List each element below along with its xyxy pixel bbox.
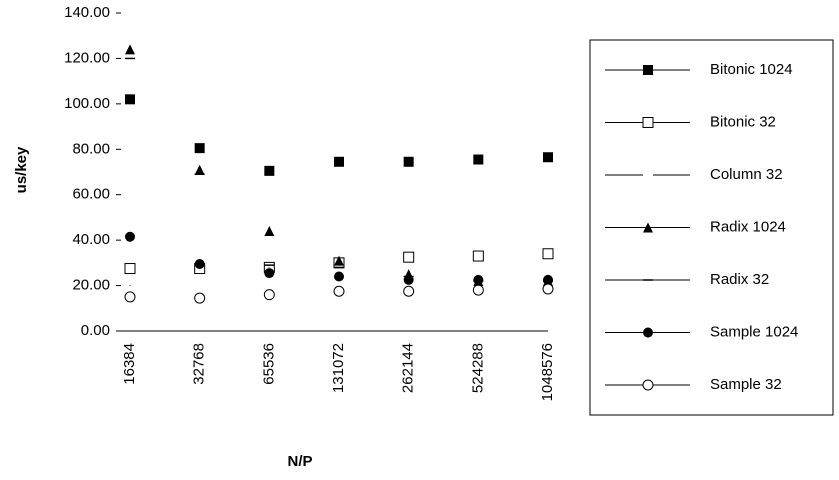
point bbox=[472, 250, 484, 262]
point bbox=[542, 248, 554, 260]
legend-label: Bitonic 32 bbox=[710, 113, 776, 130]
x-tick-label: 262144 bbox=[400, 343, 417, 393]
point bbox=[403, 274, 414, 285]
point bbox=[194, 258, 205, 269]
legend-label: Sample 1024 bbox=[710, 323, 798, 340]
point bbox=[472, 284, 484, 296]
point bbox=[403, 251, 415, 263]
x-tick-label: 16384 bbox=[121, 343, 138, 385]
point bbox=[125, 44, 135, 55]
x-tick-label: 131072 bbox=[330, 343, 347, 393]
x-tick-label: 524288 bbox=[469, 343, 486, 393]
point bbox=[334, 271, 344, 282]
legend-marker bbox=[643, 327, 653, 338]
point bbox=[543, 152, 553, 163]
point bbox=[403, 285, 415, 297]
x-tick-label: 32768 bbox=[191, 343, 208, 385]
legend-marker bbox=[643, 65, 653, 75]
legend-box bbox=[589, 39, 834, 416]
legend-marker bbox=[643, 222, 653, 233]
y-tick-label: 60.00 bbox=[72, 186, 110, 203]
legend-label: Radix 1024 bbox=[710, 218, 786, 235]
y-tick-label: 80.00 bbox=[72, 140, 110, 157]
point bbox=[125, 94, 135, 105]
y-tick-label: 0.00 bbox=[81, 322, 110, 339]
point bbox=[124, 263, 136, 275]
point bbox=[543, 274, 553, 285]
point bbox=[334, 255, 344, 266]
point bbox=[542, 283, 554, 295]
legend-label: Bitonic 1024 bbox=[710, 61, 793, 78]
point bbox=[263, 289, 275, 301]
point bbox=[333, 285, 345, 297]
point bbox=[403, 156, 414, 167]
x-axis-label: N/P bbox=[287, 453, 312, 470]
y-tick-label: 100.00 bbox=[64, 95, 110, 112]
point bbox=[194, 143, 205, 154]
point bbox=[124, 291, 136, 303]
point bbox=[264, 226, 275, 237]
legend-label: Sample 32 bbox=[710, 376, 782, 393]
legend-label: Column 32 bbox=[710, 166, 783, 183]
x-tick-label: 65536 bbox=[260, 343, 277, 385]
y-axis-label: us/key bbox=[13, 146, 30, 193]
legend-label: Radix 32 bbox=[710, 271, 769, 288]
y-tick-label: 40.00 bbox=[72, 231, 110, 248]
y-tick-label: 140.00 bbox=[64, 4, 110, 21]
x-tick-label: 1048576 bbox=[539, 343, 556, 401]
y-tick-label: 120.00 bbox=[64, 49, 110, 66]
legend-marker bbox=[642, 379, 654, 391]
point bbox=[194, 292, 206, 304]
y-tick-label: 20.00 bbox=[72, 277, 110, 294]
point bbox=[334, 156, 344, 167]
point bbox=[264, 268, 275, 279]
legend-marker bbox=[642, 117, 654, 128]
point bbox=[194, 164, 205, 175]
point bbox=[264, 165, 275, 176]
point bbox=[125, 231, 135, 242]
point bbox=[473, 154, 484, 165]
point bbox=[473, 274, 484, 285]
